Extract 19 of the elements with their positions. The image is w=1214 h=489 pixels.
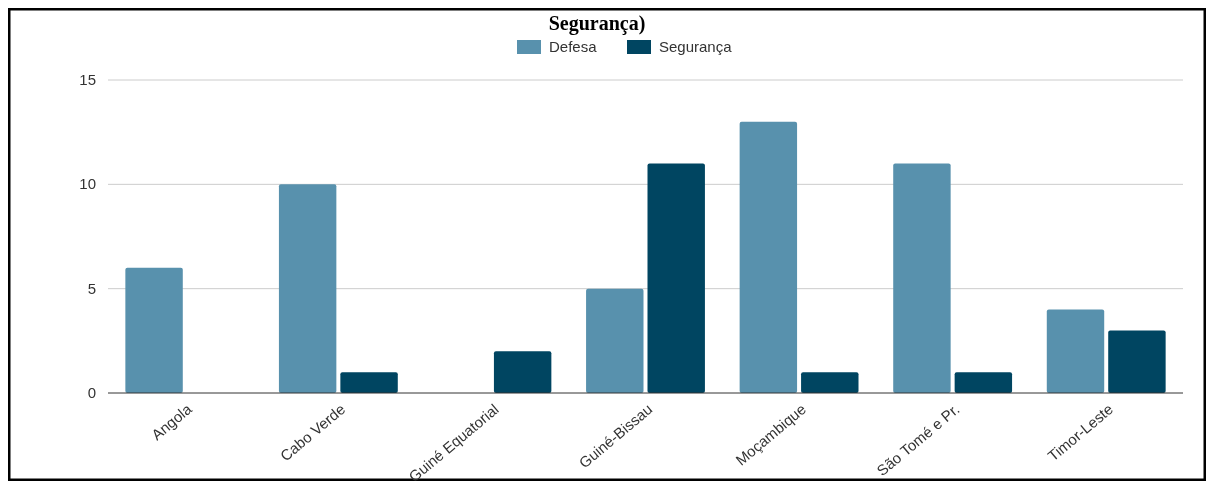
bar [954,372,1013,393]
bar [125,267,183,393]
legend-label: Defesa [549,38,598,55]
y-tick-label: 5 [87,279,96,297]
bar [1108,330,1166,393]
bar [1046,309,1105,393]
bar [493,351,552,393]
y-tick-label: 0 [87,384,96,401]
bar [340,372,398,393]
bar [278,184,337,393]
bar [647,163,705,393]
y-tick-label: 15 [79,71,96,88]
legend-label: Segurança [659,38,733,55]
y-tick-label: 10 [79,175,96,193]
bar [739,121,798,393]
bar [801,372,859,393]
bar [586,288,644,393]
chart-title: Segurança) [548,12,646,35]
bar [893,163,951,393]
